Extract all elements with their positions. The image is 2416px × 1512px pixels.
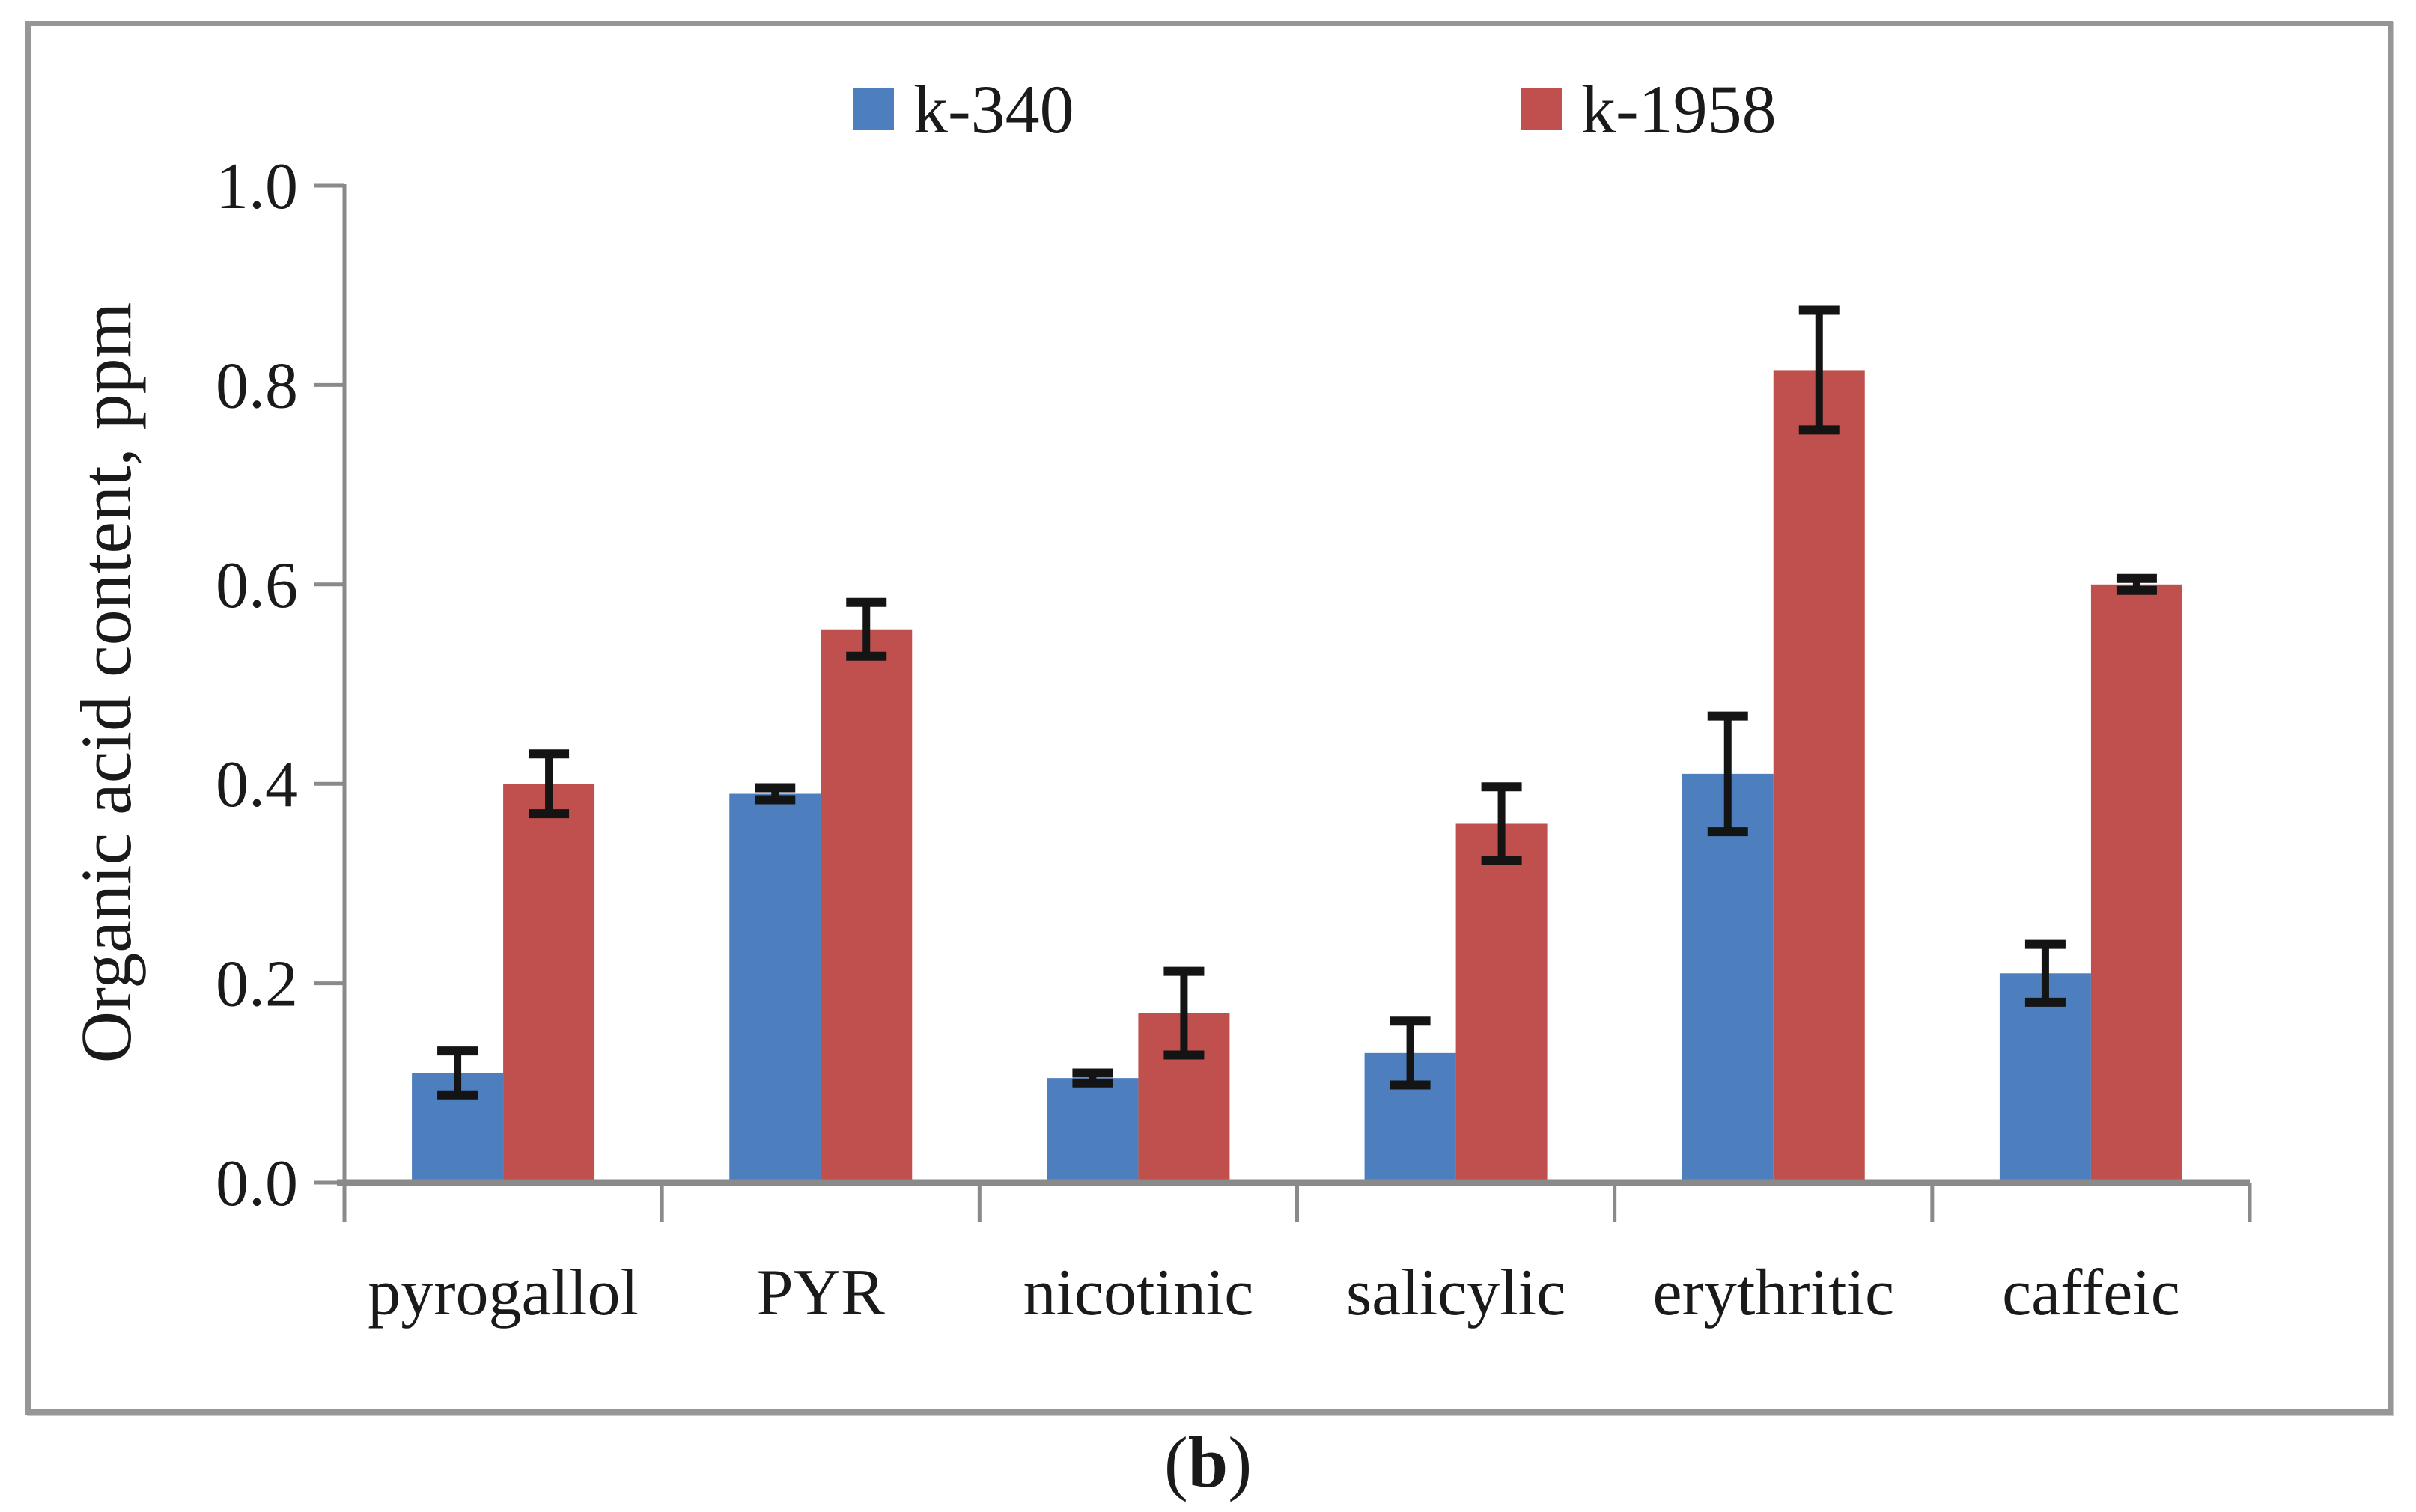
x-category-label-caffeic: caffeic (2002, 1257, 2180, 1329)
bar-k-340-erythritic (1682, 773, 1774, 1183)
bar-k-1958-salicylic (1455, 823, 1548, 1183)
x-category-label-erythritic: erythritic (1652, 1257, 1894, 1329)
y-axis-title: Organic acid content, ppm (66, 302, 146, 1064)
bar-k-1958-pyrogallol (503, 784, 595, 1183)
y-tick-label: 1.0 (216, 150, 298, 223)
bar-k-340-PYR (729, 793, 821, 1183)
x-category-label-salicylic: salicylic (1346, 1257, 1565, 1329)
figure-caption: (b) (0, 1421, 2416, 1504)
bar-chart: 0.0 0.2 0.4 0.6 0.8 1.0 pyrogallol PYR nicotinic… (66, 150, 2252, 1329)
bar-k-340-caffeic (1999, 973, 2091, 1183)
bar-k-340-nicotinic (1047, 1078, 1139, 1183)
bar-k-1958-PYR (821, 629, 913, 1183)
bar-k-1958-erythritic (1773, 370, 1865, 1183)
x-category-label-PYR: PYR (757, 1257, 885, 1329)
caption-letter: b (1187, 1422, 1229, 1502)
y-tick-label: 0.6 (216, 549, 298, 622)
y-tick-label: 0.0 (216, 1147, 298, 1220)
bar-k-1958-caffeic (2090, 584, 2182, 1183)
caption-paren-close: ) (1228, 1422, 1253, 1502)
x-category-label-nicotinic: nicotinic (1023, 1257, 1253, 1329)
caption-paren-open: ( (1163, 1422, 1188, 1502)
x-category-label-pyrogallol: pyrogallol (368, 1257, 639, 1329)
y-tick-label: 0.8 (216, 350, 298, 422)
y-tick-label: 0.4 (216, 749, 298, 821)
y-tick-label: 0.2 (216, 948, 298, 1021)
